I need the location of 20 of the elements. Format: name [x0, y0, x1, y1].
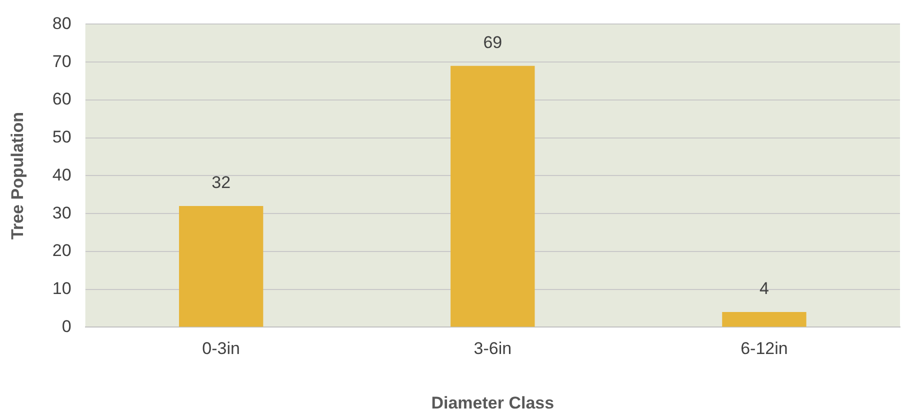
x-axis-title: Diameter Class	[431, 393, 554, 412]
data-label: 69	[483, 33, 502, 52]
y-tick-label: 80	[52, 14, 72, 33]
bar	[179, 206, 264, 327]
bar	[450, 66, 535, 327]
y-tick-label: 50	[52, 128, 72, 147]
y-tick-label: 60	[52, 90, 72, 109]
x-tick-label: 0-3in	[202, 339, 240, 358]
data-label: 32	[212, 173, 231, 192]
y-tick-label: 20	[52, 241, 72, 260]
data-label: 4	[759, 279, 769, 298]
bar	[722, 312, 806, 327]
y-tick-label: 30	[52, 203, 72, 222]
y-tick-label: 10	[52, 279, 72, 298]
x-tick-label: 6-12in	[740, 339, 788, 358]
x-tick-label: 3-6in	[474, 339, 512, 358]
y-tick-label: 0	[62, 316, 72, 336]
y-tick-label: 70	[52, 52, 72, 71]
y-tick-label: 40	[52, 165, 72, 184]
y-axis-title: Tree Population	[8, 112, 27, 240]
